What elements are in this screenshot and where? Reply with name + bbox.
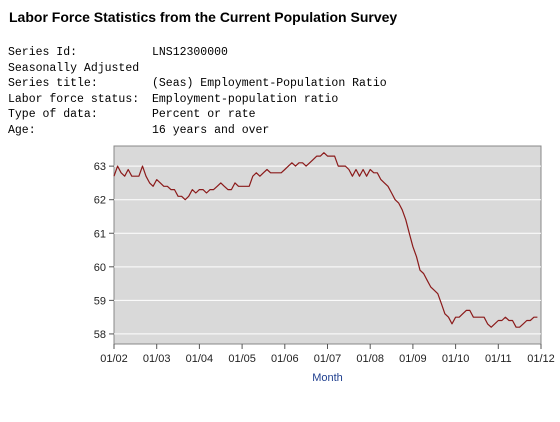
x-tick-label: 01/08: [356, 353, 384, 365]
x-tick-label: 01/04: [186, 353, 214, 365]
age-key: Age:: [8, 123, 36, 137]
y-tick-label: 63: [94, 161, 106, 173]
series-info-row: Series title: (Seas) Employment-Populatio…: [8, 76, 387, 92]
type-of-data-key: Type of data:: [8, 108, 98, 122]
series-id-key: Series Id:: [8, 46, 78, 59]
x-tick-label: 01/09: [399, 353, 427, 365]
plot-area: [113, 145, 542, 345]
y-tick-label: 59: [94, 295, 106, 307]
x-tick-label: 01/05: [228, 353, 256, 365]
series-info-row: Type of data: Percent or rate: [8, 107, 387, 123]
series-info-row: Seasonally Adjusted: [8, 61, 387, 77]
age-value: 16 years and over: [152, 123, 270, 137]
y-tick-label: 62: [94, 195, 106, 207]
labor-force-status-key: Labor force status:: [8, 92, 140, 106]
x-axis-label: Month: [312, 372, 343, 384]
y-tick-label: 60: [94, 262, 106, 274]
type-of-data-value: Percent or rate: [152, 108, 256, 122]
page-title: Labor Force Statistics from the Current …: [9, 9, 398, 25]
series-info-row: Labor force status: Employment-population…: [8, 92, 387, 108]
x-tick-label: 01/12: [527, 353, 555, 365]
series-info-row: Series Id: LNS12300000: [8, 45, 387, 61]
y-tick-label: 58: [94, 329, 106, 341]
x-tick-label: 01/11: [485, 353, 512, 365]
y-tick-label: 61: [94, 228, 106, 240]
x-tick-label: 01/06: [271, 353, 299, 365]
series-info-row: Age: 16 years and over: [8, 123, 387, 139]
labor-force-status-value: Employment-population ratio: [152, 92, 339, 106]
x-tick-label: 01/02: [100, 353, 128, 365]
series-line: [113, 152, 538, 328]
series-id-value: LNS12300000: [152, 46, 228, 59]
seasonal-adjustment: Seasonally Adjusted: [8, 61, 140, 75]
x-tick-label: 01/07: [314, 353, 342, 365]
series-info: Series Id: LNS12300000 Seasonally Adjuste…: [8, 45, 387, 139]
series-title-key: Series title:: [8, 77, 98, 91]
x-tick-label: 01/10: [442, 353, 470, 365]
series-title-value: (Seas) Employment-Population Ratio: [152, 77, 387, 91]
x-tick-label: 01/03: [143, 353, 171, 365]
